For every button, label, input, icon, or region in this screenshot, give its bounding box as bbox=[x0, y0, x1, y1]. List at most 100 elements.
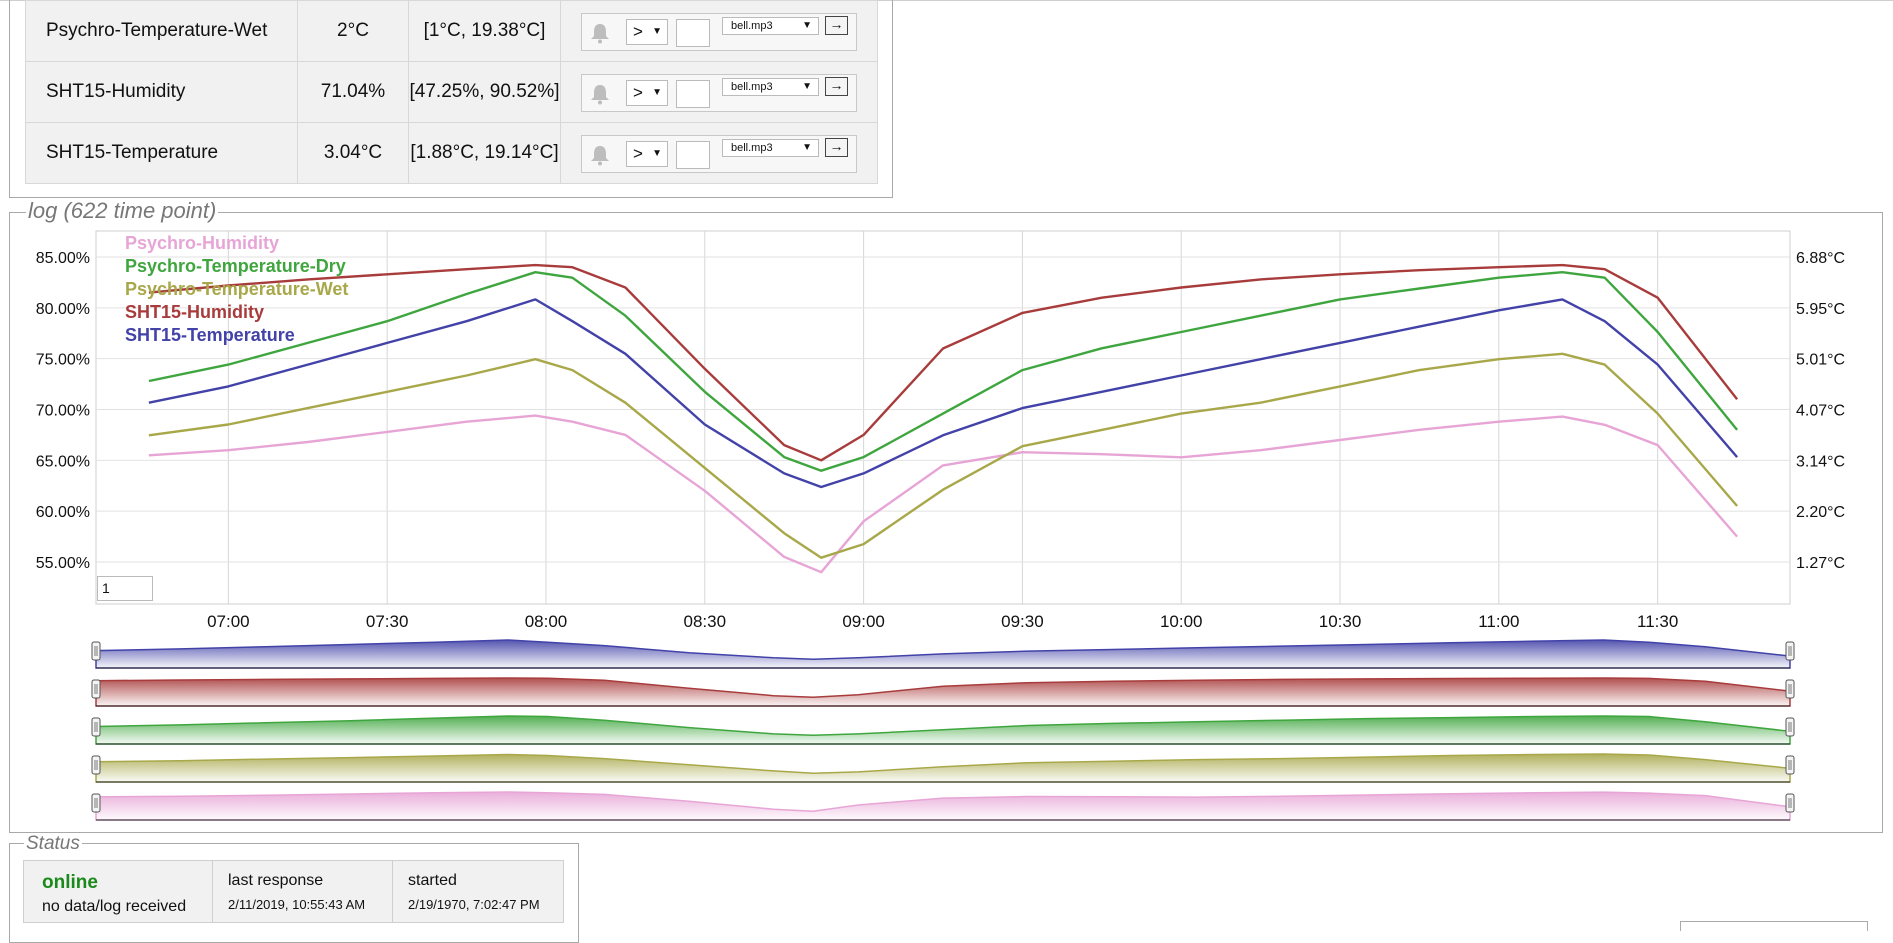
range-handle[interactable] bbox=[91, 679, 101, 699]
log-chart[interactable]: 07:00 07:30 08:00 08:30 09:00 09:30 10:00 10:30… bbox=[0, 0, 1893, 840]
operator-select[interactable]: > ▼ bbox=[626, 80, 668, 106]
threshold-input[interactable] bbox=[676, 141, 710, 169]
x-tick-label: 08:00 bbox=[525, 612, 568, 631]
overview-area bbox=[95, 677, 1791, 707]
status-last-response-cell: last response 2/11/2019, 10:55:43 AM bbox=[212, 861, 393, 922]
operator-value: > bbox=[633, 144, 643, 163]
plot-area bbox=[95, 230, 1791, 605]
legend-entry[interactable]: Psychro-Temperature-Wet bbox=[125, 279, 348, 299]
series-line-psychro-temperature-wet bbox=[148, 352, 1739, 559]
overview-area bbox=[95, 753, 1791, 783]
sensor-range: [1.88°C, 19.14°C] bbox=[408, 122, 561, 184]
started-time: 2/19/1970, 7:02:47 PM bbox=[408, 897, 540, 912]
range-handle[interactable] bbox=[91, 717, 101, 737]
threshold-input[interactable] bbox=[676, 80, 710, 108]
y-right-tick-label: 1.27°C bbox=[1796, 555, 1845, 572]
overview-chart[interactable] bbox=[91, 639, 1795, 669]
range-handle[interactable] bbox=[91, 793, 101, 813]
status-started-cell: started 2/19/1970, 7:02:47 PM bbox=[392, 861, 563, 922]
series-line-psychro-temperature-dry bbox=[148, 271, 1739, 472]
x-tick-label: 10:30 bbox=[1319, 612, 1362, 631]
sensor-table: Psychro-Temperature-Wet 2°C [1°C, 19.38°C]… bbox=[25, 0, 878, 184]
sound-value: bell.mp3 bbox=[731, 20, 773, 32]
range-handle[interactable] bbox=[1785, 755, 1795, 775]
sensor-name: SHT15-Humidity bbox=[25, 61, 298, 123]
bell-icon[interactable] bbox=[588, 83, 612, 105]
y-right-tick-label: 2.20°C bbox=[1796, 504, 1845, 521]
y-right-tick-label: 3.14°C bbox=[1796, 453, 1845, 470]
y-right-tick-label: 4.07°C bbox=[1796, 403, 1845, 420]
sound-value: bell.mp3 bbox=[731, 142, 773, 154]
y-right-tick-label: 6.88°C bbox=[1796, 250, 1845, 267]
legend-entry[interactable]: Psychro-Temperature-Dry bbox=[125, 256, 346, 276]
overview-chart[interactable] bbox=[91, 791, 1795, 821]
chevron-down-icon: ▼ bbox=[802, 142, 812, 153]
legend-entry[interactable]: SHT15-Humidity bbox=[125, 302, 264, 322]
sensor-value: 3.04°C bbox=[297, 122, 409, 184]
chevron-down-icon: ▼ bbox=[652, 87, 662, 98]
last-response-label: last response bbox=[228, 872, 324, 889]
y-right-tick-label: 5.01°C bbox=[1796, 352, 1845, 369]
x-tick-label: 11:30 bbox=[1637, 612, 1678, 631]
operator-select[interactable]: > ▼ bbox=[626, 19, 668, 45]
y-right-tick-label: 5.95°C bbox=[1796, 301, 1845, 318]
range-handle[interactable] bbox=[1785, 679, 1795, 699]
x-tick-label: 10:00 bbox=[1160, 612, 1203, 631]
alarm-controls: > ▼ bell.mp3 ▼ → bbox=[560, 0, 878, 62]
range-input[interactable]: 1 bbox=[97, 576, 153, 601]
alarm-controls: > ▼ bell.mp3 ▼ → bbox=[560, 61, 878, 123]
status-detail: no data/log received bbox=[42, 898, 187, 915]
status-state: online bbox=[42, 872, 98, 893]
sound-select[interactable]: bell.mp3 ▼ bbox=[722, 139, 819, 157]
operator-select[interactable]: > ▼ bbox=[626, 141, 668, 167]
x-tick-label: 09:00 bbox=[842, 612, 885, 631]
sound-select[interactable]: bell.mp3 ▼ bbox=[722, 78, 819, 96]
status-box: online no data/log received last respons… bbox=[23, 860, 564, 923]
chevron-down-icon: ▼ bbox=[802, 81, 812, 92]
chevron-down-icon: ▼ bbox=[652, 148, 662, 159]
top-border bbox=[0, 0, 1893, 1]
sensor-panel bbox=[9, 0, 893, 198]
operator-value: > bbox=[633, 83, 643, 102]
x-tick-label: 07:00 bbox=[207, 612, 250, 631]
bell-icon[interactable] bbox=[588, 22, 612, 44]
range-handle[interactable] bbox=[91, 755, 101, 775]
operator-value: > bbox=[633, 22, 643, 41]
overview-area bbox=[95, 715, 1791, 745]
sensor-row: SHT15-Temperature 3.04°C [1.88°C, 19.14°C]… bbox=[25, 122, 878, 184]
arrow-right-icon[interactable]: → bbox=[825, 138, 848, 157]
range-handle[interactable] bbox=[1785, 793, 1795, 813]
x-tick-label: 09:30 bbox=[1001, 612, 1044, 631]
legend-entry[interactable]: Psychro-Humidity bbox=[125, 233, 279, 253]
overview-chart[interactable] bbox=[91, 677, 1795, 707]
log-title: log (622 time point) bbox=[26, 198, 219, 224]
alarm-control-box: > ▼ bell.mp3 ▼ → bbox=[581, 135, 857, 173]
overview-chart[interactable] bbox=[91, 715, 1795, 745]
corner-panel bbox=[1680, 921, 1868, 931]
arrow-right-icon[interactable]: → bbox=[825, 16, 848, 35]
last-response-time: 2/11/2019, 10:55:43 AM bbox=[228, 897, 366, 912]
y-left-tick-label: 70.00% bbox=[36, 403, 90, 420]
overview-area bbox=[95, 791, 1791, 821]
log-panel bbox=[9, 212, 1883, 833]
alarm-control-box: > ▼ bell.mp3 ▼ → bbox=[581, 74, 857, 112]
legend-entry[interactable]: SHT15-Temperature bbox=[125, 325, 295, 345]
overview-chart[interactable] bbox=[91, 753, 1795, 783]
chevron-down-icon: ▼ bbox=[802, 20, 812, 31]
range-handle[interactable] bbox=[1785, 717, 1795, 737]
bell-icon[interactable] bbox=[588, 144, 612, 166]
range-handle[interactable] bbox=[91, 641, 101, 661]
series-line-psychro-humidity bbox=[148, 414, 1739, 574]
status-title: Status bbox=[24, 833, 82, 855]
threshold-input[interactable] bbox=[676, 19, 710, 47]
y-left-tick-label: 55.00% bbox=[36, 555, 90, 572]
sound-select[interactable]: bell.mp3 ▼ bbox=[722, 17, 819, 35]
y-left-tick-label: 80.00% bbox=[36, 301, 90, 318]
range-handle[interactable] bbox=[1785, 641, 1795, 661]
arrow-right-icon[interactable]: → bbox=[825, 77, 848, 96]
sound-value: bell.mp3 bbox=[731, 81, 773, 93]
chevron-down-icon: ▼ bbox=[652, 26, 662, 37]
series-line-sht15-temperature bbox=[148, 298, 1739, 489]
sensor-row: SHT15-Humidity 71.04% [47.25%, 90.52%] > ▼ be… bbox=[25, 61, 878, 123]
y-left-tick-label: 60.00% bbox=[36, 504, 90, 521]
